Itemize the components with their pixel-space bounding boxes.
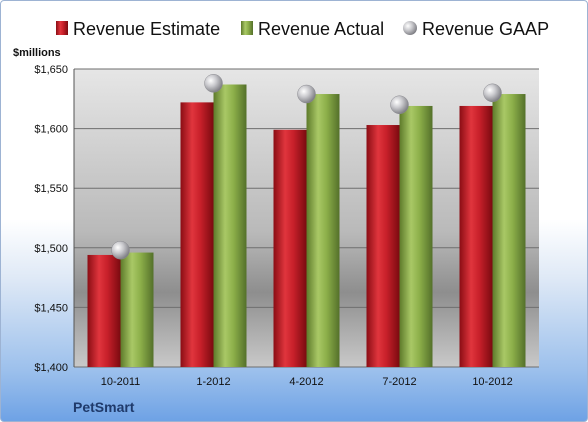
y-tick-label: $1,550 <box>34 183 68 195</box>
x-tick-label: 7-2012 <box>382 376 416 388</box>
bar-revenue-actual <box>306 94 340 368</box>
marker-revenue-gaap <box>297 84 316 104</box>
bar-revenue-actual <box>399 105 433 368</box>
gaap-markers <box>111 74 502 260</box>
bar-revenue-actual <box>120 252 154 367</box>
marker-revenue-gaap <box>390 95 409 115</box>
company-name: PetSmart <box>73 399 135 415</box>
bar-revenue-actual <box>213 84 247 367</box>
bars <box>87 84 526 368</box>
marker-revenue-gaap <box>483 83 502 103</box>
legend-swatch-estimate <box>56 21 68 35</box>
x-tick-label: 1-2012 <box>196 376 230 388</box>
y-axis-title: $millions <box>13 47 61 59</box>
bar-revenue-estimate <box>459 105 493 368</box>
y-tick-label: $1,600 <box>34 124 68 136</box>
legend-label-actual: Revenue Actual <box>258 19 384 39</box>
legend-label-gaap: Revenue GAAP <box>422 19 549 39</box>
x-tick-label: 10-2011 <box>101 376 141 388</box>
bar-revenue-estimate <box>87 254 121 367</box>
bar-revenue-estimate <box>180 102 214 367</box>
bar-revenue-estimate <box>273 129 307 367</box>
x-tick-label: 4-2012 <box>289 376 323 388</box>
bar-revenue-actual <box>492 94 526 368</box>
y-tick-label: $1,500 <box>34 243 68 255</box>
marker-revenue-gaap <box>204 74 223 93</box>
y-tick-label: $1,450 <box>34 302 68 314</box>
y-tick-label: $1,650 <box>34 64 68 76</box>
x-tick-label: 10-2012 <box>472 376 512 388</box>
legend-marker-gaap <box>403 21 417 35</box>
bar-revenue-estimate <box>366 125 400 367</box>
legend-swatch-actual <box>241 21 253 35</box>
legend-label-estimate: Revenue Estimate <box>73 19 220 39</box>
marker-revenue-gaap <box>111 240 130 260</box>
x-axis-ticks: 10-2011 1-2012 4-2012 7-2012 10-2012 <box>101 376 513 388</box>
legend: Revenue Estimate Revenue Actual Revenue … <box>56 19 549 39</box>
y-axis-ticks: $1,400 $1,450 $1,500 $1,550 $1,600 $1,650 <box>34 64 68 374</box>
y-tick-label: $1,400 <box>34 362 68 374</box>
